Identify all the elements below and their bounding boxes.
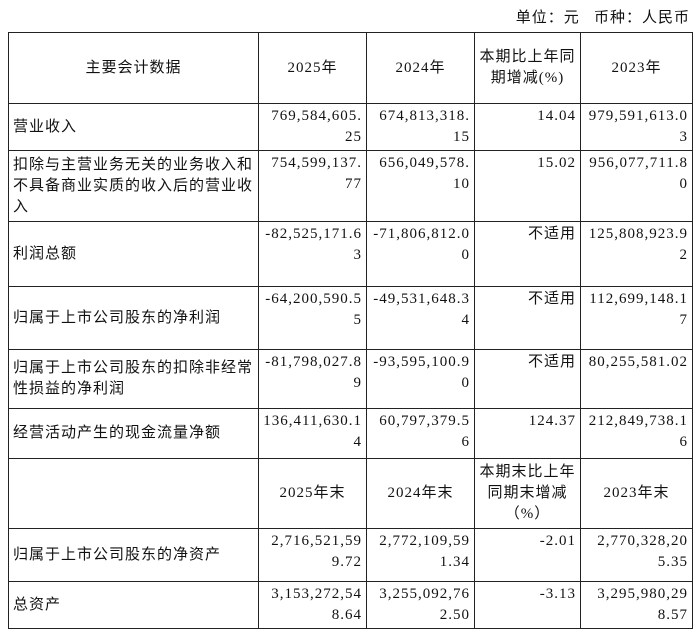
table-row: 总资产 3,153,272,548.64 3,255,092,762.50 -3.13… (8, 581, 693, 629)
table-cell: 80,255,581.02 (580, 349, 693, 409)
table-cell: 归属于上市公司股东的净资产 (8, 528, 259, 582)
table-cell: 2,770,328,205.35 (580, 528, 693, 582)
table-cell: 不适用 (474, 221, 581, 287)
table-cell: 营业收入 (8, 103, 259, 151)
table-cell: 2,716,521,599.72 (258, 528, 367, 582)
table-cell: 124.37 (474, 408, 581, 459)
table-cell: 60,797,379.56 (366, 408, 475, 459)
table-cell: 769,584,605.25 (258, 103, 367, 151)
table-cell: 2,772,109,591.34 (366, 528, 475, 582)
table-row: 归属于上市公司股东的扣除非经常性损益的净利润 -81,798,027.89 -93,… (8, 349, 693, 409)
table-cell: 总资产 (8, 581, 259, 629)
table-cell: 674,813,318.15 (366, 103, 475, 151)
table-cell: 754,599,137.77 (258, 150, 367, 222)
table-cell: 2023年 (580, 32, 693, 104)
table-cell: -93,595,100.90 (366, 349, 475, 409)
data-table: 主要会计数据 2025年 2024年 本期比上年同期增减(%) 2023年 营业收入 769… (8, 32, 693, 629)
table-cell: 125,808,923.92 (580, 221, 693, 287)
table-cell: 212,849,738.16 (580, 408, 693, 459)
table-cell: 本期末比上年同期末增减（%） (474, 458, 581, 529)
table-cell: 归属于上市公司股东的净利润 (8, 286, 259, 350)
table-cell: 不适用 (474, 349, 581, 409)
table-row: 营业收入 769,584,605.25 674,813,318.15 14.04 979… (8, 103, 693, 151)
table-cell: 956,077,711.80 (580, 150, 693, 222)
table-row: 主要会计数据 2025年 2024年 本期比上年同期增减(%) 2023年 (8, 32, 693, 104)
table-cell: 2024年末 (366, 458, 475, 529)
table-row: 利润总额 -82,525,171.63 -71,806,812.00 不适用 125,8… (8, 221, 693, 287)
table-cell: 136,411,630.14 (258, 408, 367, 459)
table-cell: 本期比上年同期增减(%) (474, 32, 581, 104)
table-cell: 3,153,272,548.64 (258, 581, 367, 629)
table-cell: 归属于上市公司股东的扣除非经常性损益的净利润 (8, 349, 259, 409)
table-cell: 利润总额 (8, 221, 259, 287)
table-cell: 112,699,148.17 (580, 286, 693, 350)
table-cell: -71,806,812.00 (366, 221, 475, 287)
table-cell: 2025年 (258, 32, 367, 104)
table-cell: -2.01 (474, 528, 581, 582)
table-cell (8, 458, 259, 529)
table-row: 归属于上市公司股东的净利润 -64,200,590.55 -49,531,648.3… (8, 286, 693, 350)
table-cell: -82,525,171.63 (258, 221, 367, 287)
table-cell: 主要会计数据 (8, 32, 259, 104)
table-cell: 2023年末 (580, 458, 693, 529)
table-cell: -49,531,648.34 (366, 286, 475, 350)
table-row: 2025年末 2024年末 本期末比上年同期末增减（%） 2023年末 (8, 458, 693, 529)
table-cell: 15.02 (474, 150, 581, 222)
table-cell: -64,200,590.55 (258, 286, 367, 350)
table-cell: 656,049,578.10 (366, 150, 475, 222)
table-cell: 不适用 (474, 286, 581, 350)
table-cell: 经营活动产生的现金流量净额 (8, 408, 259, 459)
unit-line: 单位：元 币种：人民币 (515, 10, 690, 26)
table-cell: 979,591,613.03 (580, 103, 693, 151)
table-cell: 14.04 (474, 103, 581, 151)
table-cell: 3,295,980,298.57 (580, 581, 693, 629)
table-cell: 2024年 (366, 32, 475, 104)
table-cell: 扣除与主营业务无关的业务收入和不具备商业实质的收入后的营业收入 (8, 150, 259, 222)
table-cell: -81,798,027.89 (258, 349, 367, 409)
table-cell: 3,255,092,762.50 (366, 581, 475, 629)
table-row: 经营活动产生的现金流量净额 136,411,630.14 60,797,379.56… (8, 408, 693, 459)
table-row: 归属于上市公司股东的净资产 2,716,521,599.72 2,772,109,5… (8, 528, 693, 582)
table-cell: -3.13 (474, 581, 581, 629)
table-cell: 2025年末 (258, 458, 367, 529)
table-row: 扣除与主营业务无关的业务收入和不具备商业实质的收入后的营业收入 754,599,1… (8, 150, 693, 222)
